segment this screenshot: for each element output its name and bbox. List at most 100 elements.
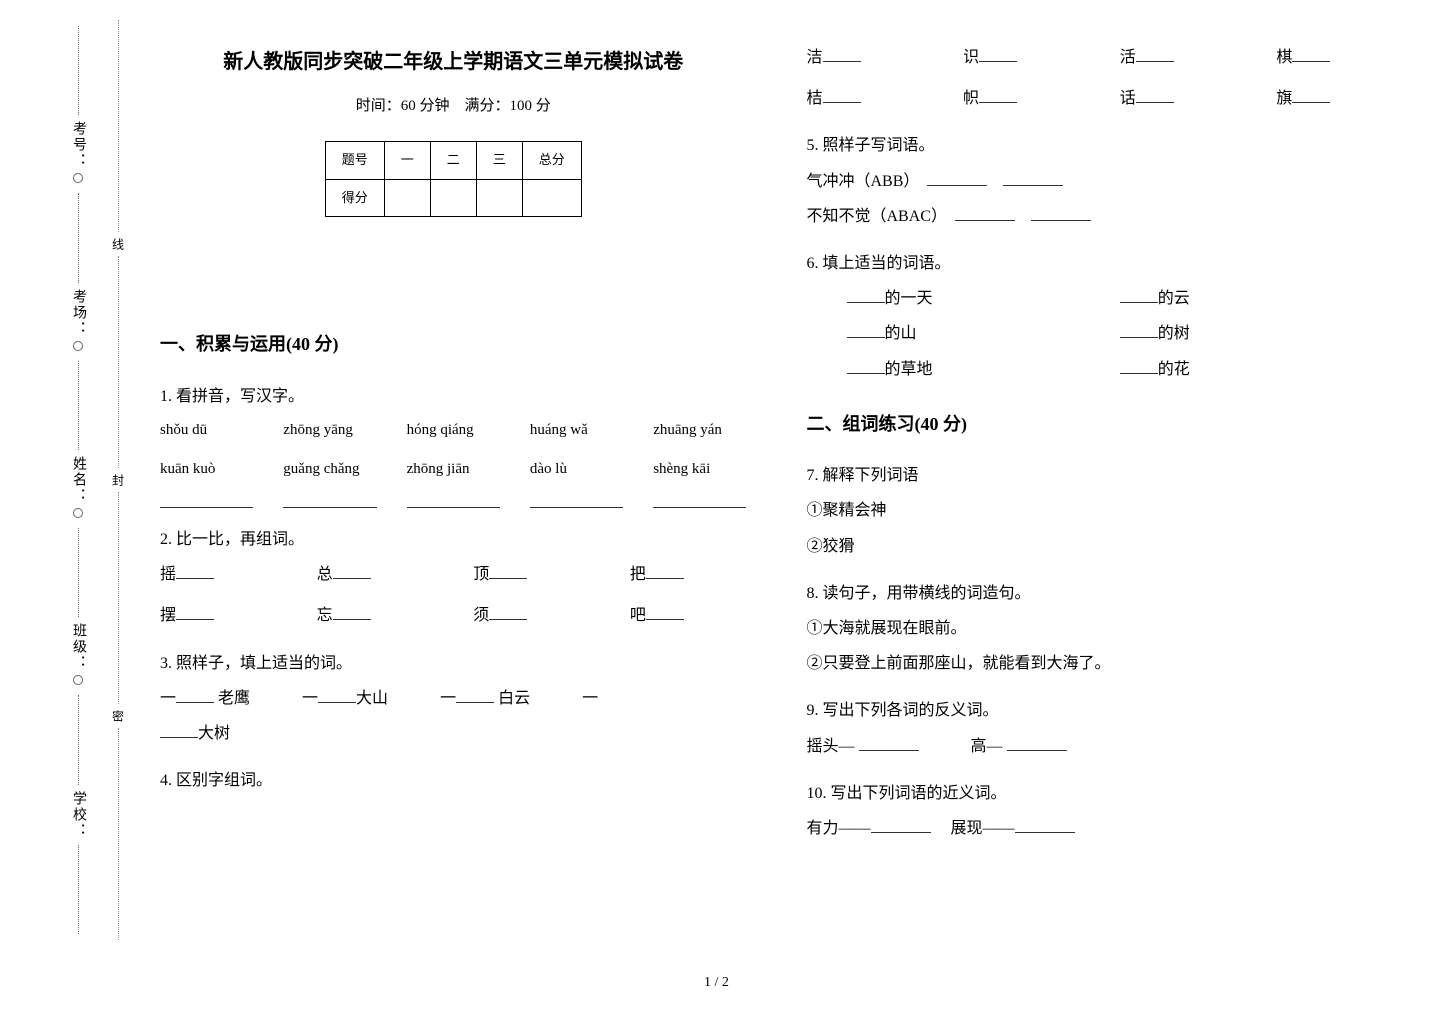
q-line: 的云 <box>1120 281 1393 316</box>
score-cell <box>476 179 522 217</box>
char-pair: 话 <box>1120 81 1237 116</box>
score-cell: 题号 <box>325 142 384 180</box>
answer-blank[interactable] <box>160 722 198 738</box>
answer-blank[interactable] <box>979 46 1017 62</box>
binding-label: 考场： <box>68 289 88 337</box>
score-cell: 三 <box>476 142 522 180</box>
pinyin: shèng kāi <box>653 453 746 486</box>
answer-blank[interactable] <box>823 87 861 103</box>
answer-blank[interactable] <box>1136 87 1174 103</box>
answer-blank[interactable] <box>176 563 214 579</box>
answer-blank[interactable] <box>1292 87 1330 103</box>
answer-blank[interactable] <box>847 322 885 338</box>
binding-label: 姓名： <box>68 456 88 504</box>
q-prompt: 3. 照样子，填上适当的词。 <box>160 646 747 681</box>
binding-labels: 考号： 考场： 姓名： 班级： 学校： <box>58 20 98 940</box>
score-cell <box>522 179 581 217</box>
q-line: 的花 <box>1120 352 1393 387</box>
exam-subtitle: 时间：60 分钟 满分：100 分 <box>160 90 747 123</box>
answer-blank[interactable] <box>1120 358 1158 374</box>
left-column: 新人教版同步突破二年级上学期语文三单元模拟试卷 时间：60 分钟 满分：100 … <box>160 40 747 858</box>
seal-strip: 线 封 密 <box>108 20 128 940</box>
q-prompt: 4. 区别字组词。 <box>160 763 747 798</box>
char-pair: 忘 <box>317 598 434 633</box>
answer-blank[interactable] <box>489 604 527 620</box>
char-pair: 须 <box>473 598 590 633</box>
char-pair: 吧 <box>630 598 747 633</box>
right-column: 洁 识 活 棋 桔 帜 话 旗 5. 照样子写词语。 气冲冲（ABB） 不知不觉… <box>807 40 1394 858</box>
pinyin: huáng wǎ <box>530 414 623 447</box>
answer-blank[interactable] <box>160 492 253 508</box>
score-cell: 一 <box>384 142 430 180</box>
answer-blank[interactable] <box>456 687 494 703</box>
question-2: 2. 比一比，再组词。 摇 总 顶 把 摆 忘 须 吧 <box>160 522 747 634</box>
answer-blank[interactable] <box>871 817 931 833</box>
char-pair: 总 <box>317 557 434 592</box>
char-pair: 活 <box>1120 40 1237 75</box>
answer-blank[interactable] <box>847 358 885 374</box>
q-line: 的一天 <box>847 281 1120 316</box>
question-8: 8. 读句子，用带横线的词造句。 ①大海就展现在眼前。 ②只要登上前面那座山，就… <box>807 576 1394 682</box>
answer-blank[interactable] <box>333 604 371 620</box>
char-pair: 顶 <box>473 557 590 592</box>
pinyin: kuān kuò <box>160 453 253 486</box>
score-cell: 二 <box>430 142 476 180</box>
answer-blank[interactable] <box>646 604 684 620</box>
answer-blank[interactable] <box>1120 322 1158 338</box>
answer-blank[interactable] <box>530 492 623 508</box>
seal-word: 封 <box>110 468 127 492</box>
answer-blank[interactable] <box>955 205 1015 221</box>
pinyin: zhōng jiān <box>407 453 500 486</box>
q-prompt: 9. 写出下列各词的反义词。 <box>807 693 1394 728</box>
answer-blank[interactable] <box>283 492 376 508</box>
q-line: 气冲冲（ABB） <box>807 164 1394 199</box>
q-item: ①聚精会神 <box>807 493 1394 528</box>
q-prompt: 7. 解释下列词语 <box>807 458 1394 493</box>
exam-title: 新人教版同步突破二年级上学期语文三单元模拟试卷 <box>160 40 747 84</box>
q-line: 有力—— 展现—— <box>807 811 1394 846</box>
pinyin: zhuāng yán <box>653 414 746 447</box>
pinyin: shǒu dū <box>160 414 253 447</box>
q-prompt: 5. 照样子写词语。 <box>807 128 1394 163</box>
q-line: 摇头— 高— <box>807 729 1394 764</box>
page-number: 1 / 2 <box>0 975 1433 991</box>
char-pair: 棋 <box>1276 40 1393 75</box>
answer-blank[interactable] <box>1003 170 1063 186</box>
answer-blank[interactable] <box>1136 46 1174 62</box>
q-item: ②狡猾 <box>807 529 1394 564</box>
answer-blank[interactable] <box>979 87 1017 103</box>
score-cell <box>384 179 430 217</box>
q-line: 的树 <box>1120 316 1393 351</box>
score-table: 题号 一 二 三 总分 得分 <box>325 141 582 217</box>
answer-blank[interactable] <box>176 604 214 620</box>
answer-blank[interactable] <box>176 687 214 703</box>
q-line: 的山 <box>847 316 1120 351</box>
answer-blank[interactable] <box>407 492 500 508</box>
answer-blank[interactable] <box>489 563 527 579</box>
answer-blank[interactable] <box>1031 205 1091 221</box>
answer-blank[interactable] <box>823 46 861 62</box>
answer-blank[interactable] <box>847 287 885 303</box>
q-line: 一 老鹰 一大山 一 白云 一 <box>160 681 747 716</box>
q-line: 的草地 <box>847 352 1120 387</box>
answer-blank[interactable] <box>653 492 746 508</box>
q-line: 大树 <box>160 716 747 751</box>
question-7: 7. 解释下列词语 ①聚精会神 ②狡猾 <box>807 458 1394 564</box>
answer-blank[interactable] <box>333 563 371 579</box>
answer-blank[interactable] <box>318 687 356 703</box>
seal-word: 密 <box>110 704 127 728</box>
answer-blank[interactable] <box>1292 46 1330 62</box>
answer-blank[interactable] <box>859 735 919 751</box>
answer-blank[interactable] <box>1007 735 1067 751</box>
q-prompt: 6. 填上适当的词语。 <box>807 246 1394 281</box>
pinyin: zhōng yāng <box>283 414 376 447</box>
score-cell: 得分 <box>325 179 384 217</box>
score-cell <box>430 179 476 217</box>
question-9: 9. 写出下列各词的反义词。 摇头— 高— <box>807 693 1394 763</box>
answer-blank[interactable] <box>927 170 987 186</box>
answer-blank[interactable] <box>1120 287 1158 303</box>
binding-label: 考号： <box>68 121 88 169</box>
answer-blank[interactable] <box>646 563 684 579</box>
question-5: 5. 照样子写词语。 气冲冲（ABB） 不知不觉（ABAC） <box>807 128 1394 234</box>
answer-blank[interactable] <box>1015 817 1075 833</box>
